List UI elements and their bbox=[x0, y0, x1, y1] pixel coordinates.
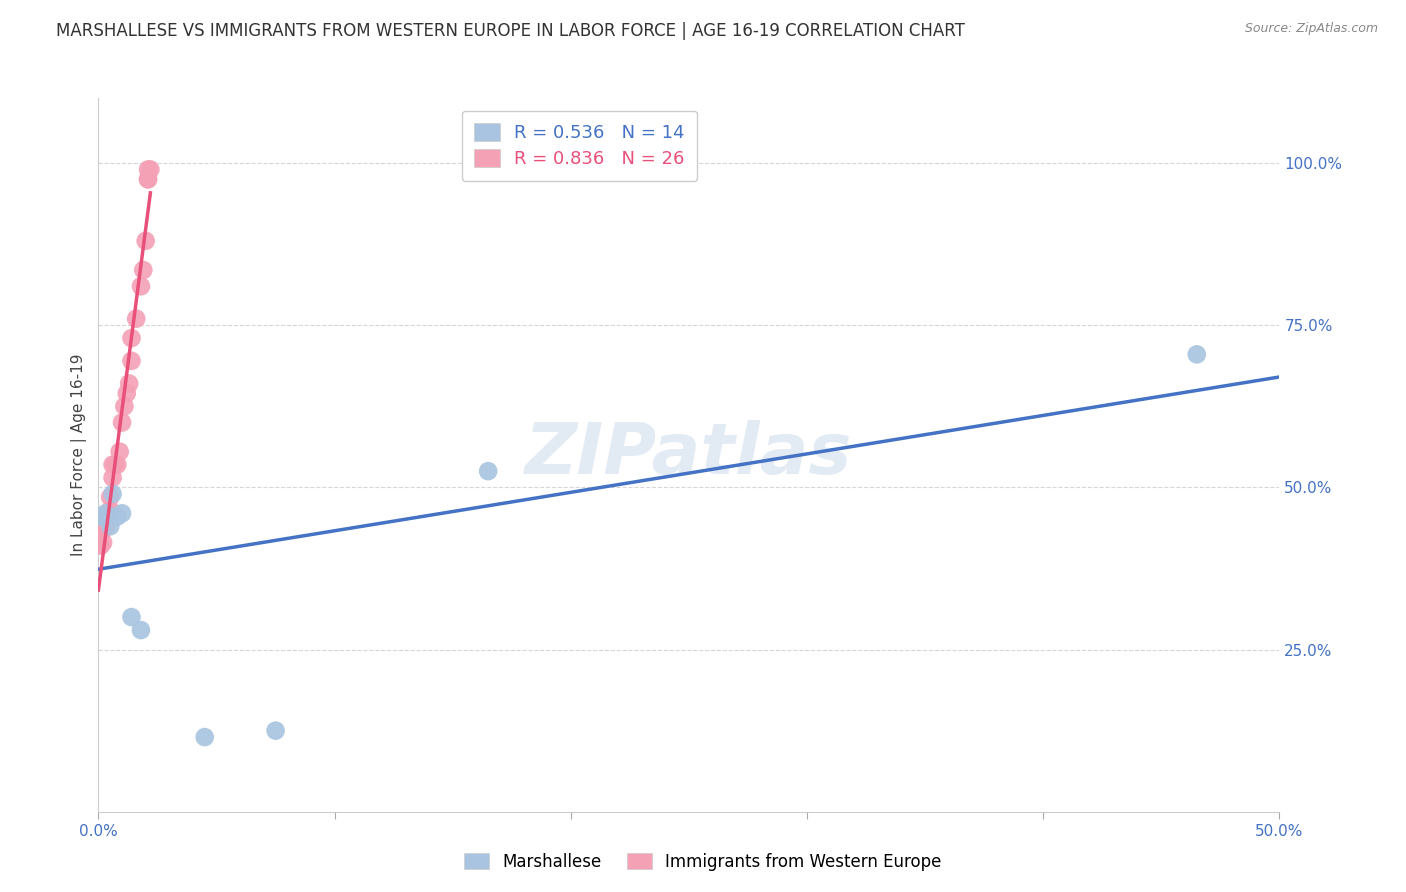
Text: MARSHALLESE VS IMMIGRANTS FROM WESTERN EUROPE IN LABOR FORCE | AGE 16-19 CORRELA: MARSHALLESE VS IMMIGRANTS FROM WESTERN E… bbox=[56, 22, 965, 40]
Point bbox=[136, 172, 159, 186]
Point bbox=[101, 470, 124, 484]
Point bbox=[91, 535, 114, 549]
Point bbox=[101, 487, 124, 501]
Point bbox=[135, 234, 157, 248]
Legend: R = 0.536   N = 14, R = 0.836   N = 26: R = 0.536 N = 14, R = 0.836 N = 26 bbox=[461, 111, 697, 181]
Point bbox=[97, 506, 120, 520]
Point bbox=[132, 263, 155, 277]
Point bbox=[129, 279, 152, 293]
Point bbox=[136, 172, 159, 186]
Point bbox=[94, 519, 117, 533]
Text: ZIPatlas: ZIPatlas bbox=[526, 420, 852, 490]
Point bbox=[477, 464, 499, 478]
Point bbox=[139, 162, 162, 177]
Point bbox=[90, 509, 112, 524]
Point bbox=[121, 354, 143, 368]
Point bbox=[111, 506, 134, 520]
Point bbox=[104, 458, 127, 472]
Point bbox=[136, 162, 159, 177]
Point bbox=[121, 331, 143, 345]
Point bbox=[129, 623, 152, 637]
Legend: Marshallese, Immigrants from Western Europe: Marshallese, Immigrants from Western Eur… bbox=[456, 845, 950, 880]
Point bbox=[108, 444, 131, 458]
Text: Source: ZipAtlas.com: Source: ZipAtlas.com bbox=[1244, 22, 1378, 36]
Point bbox=[111, 416, 134, 430]
Point bbox=[125, 311, 148, 326]
Point bbox=[101, 458, 124, 472]
Point bbox=[98, 519, 121, 533]
Point bbox=[98, 490, 121, 504]
Point bbox=[105, 509, 128, 524]
Point bbox=[264, 723, 287, 738]
Point bbox=[97, 509, 120, 524]
Point bbox=[194, 730, 217, 744]
Point bbox=[118, 376, 141, 391]
Point bbox=[91, 509, 114, 524]
Point bbox=[1185, 347, 1208, 361]
Point bbox=[90, 539, 112, 553]
Point bbox=[112, 399, 135, 413]
Point bbox=[121, 610, 143, 624]
Point bbox=[91, 523, 114, 537]
Point bbox=[98, 503, 121, 517]
Point bbox=[115, 386, 138, 401]
Point bbox=[105, 458, 128, 472]
Point bbox=[94, 506, 117, 520]
Y-axis label: In Labor Force | Age 16-19: In Labor Force | Age 16-19 bbox=[72, 353, 87, 557]
